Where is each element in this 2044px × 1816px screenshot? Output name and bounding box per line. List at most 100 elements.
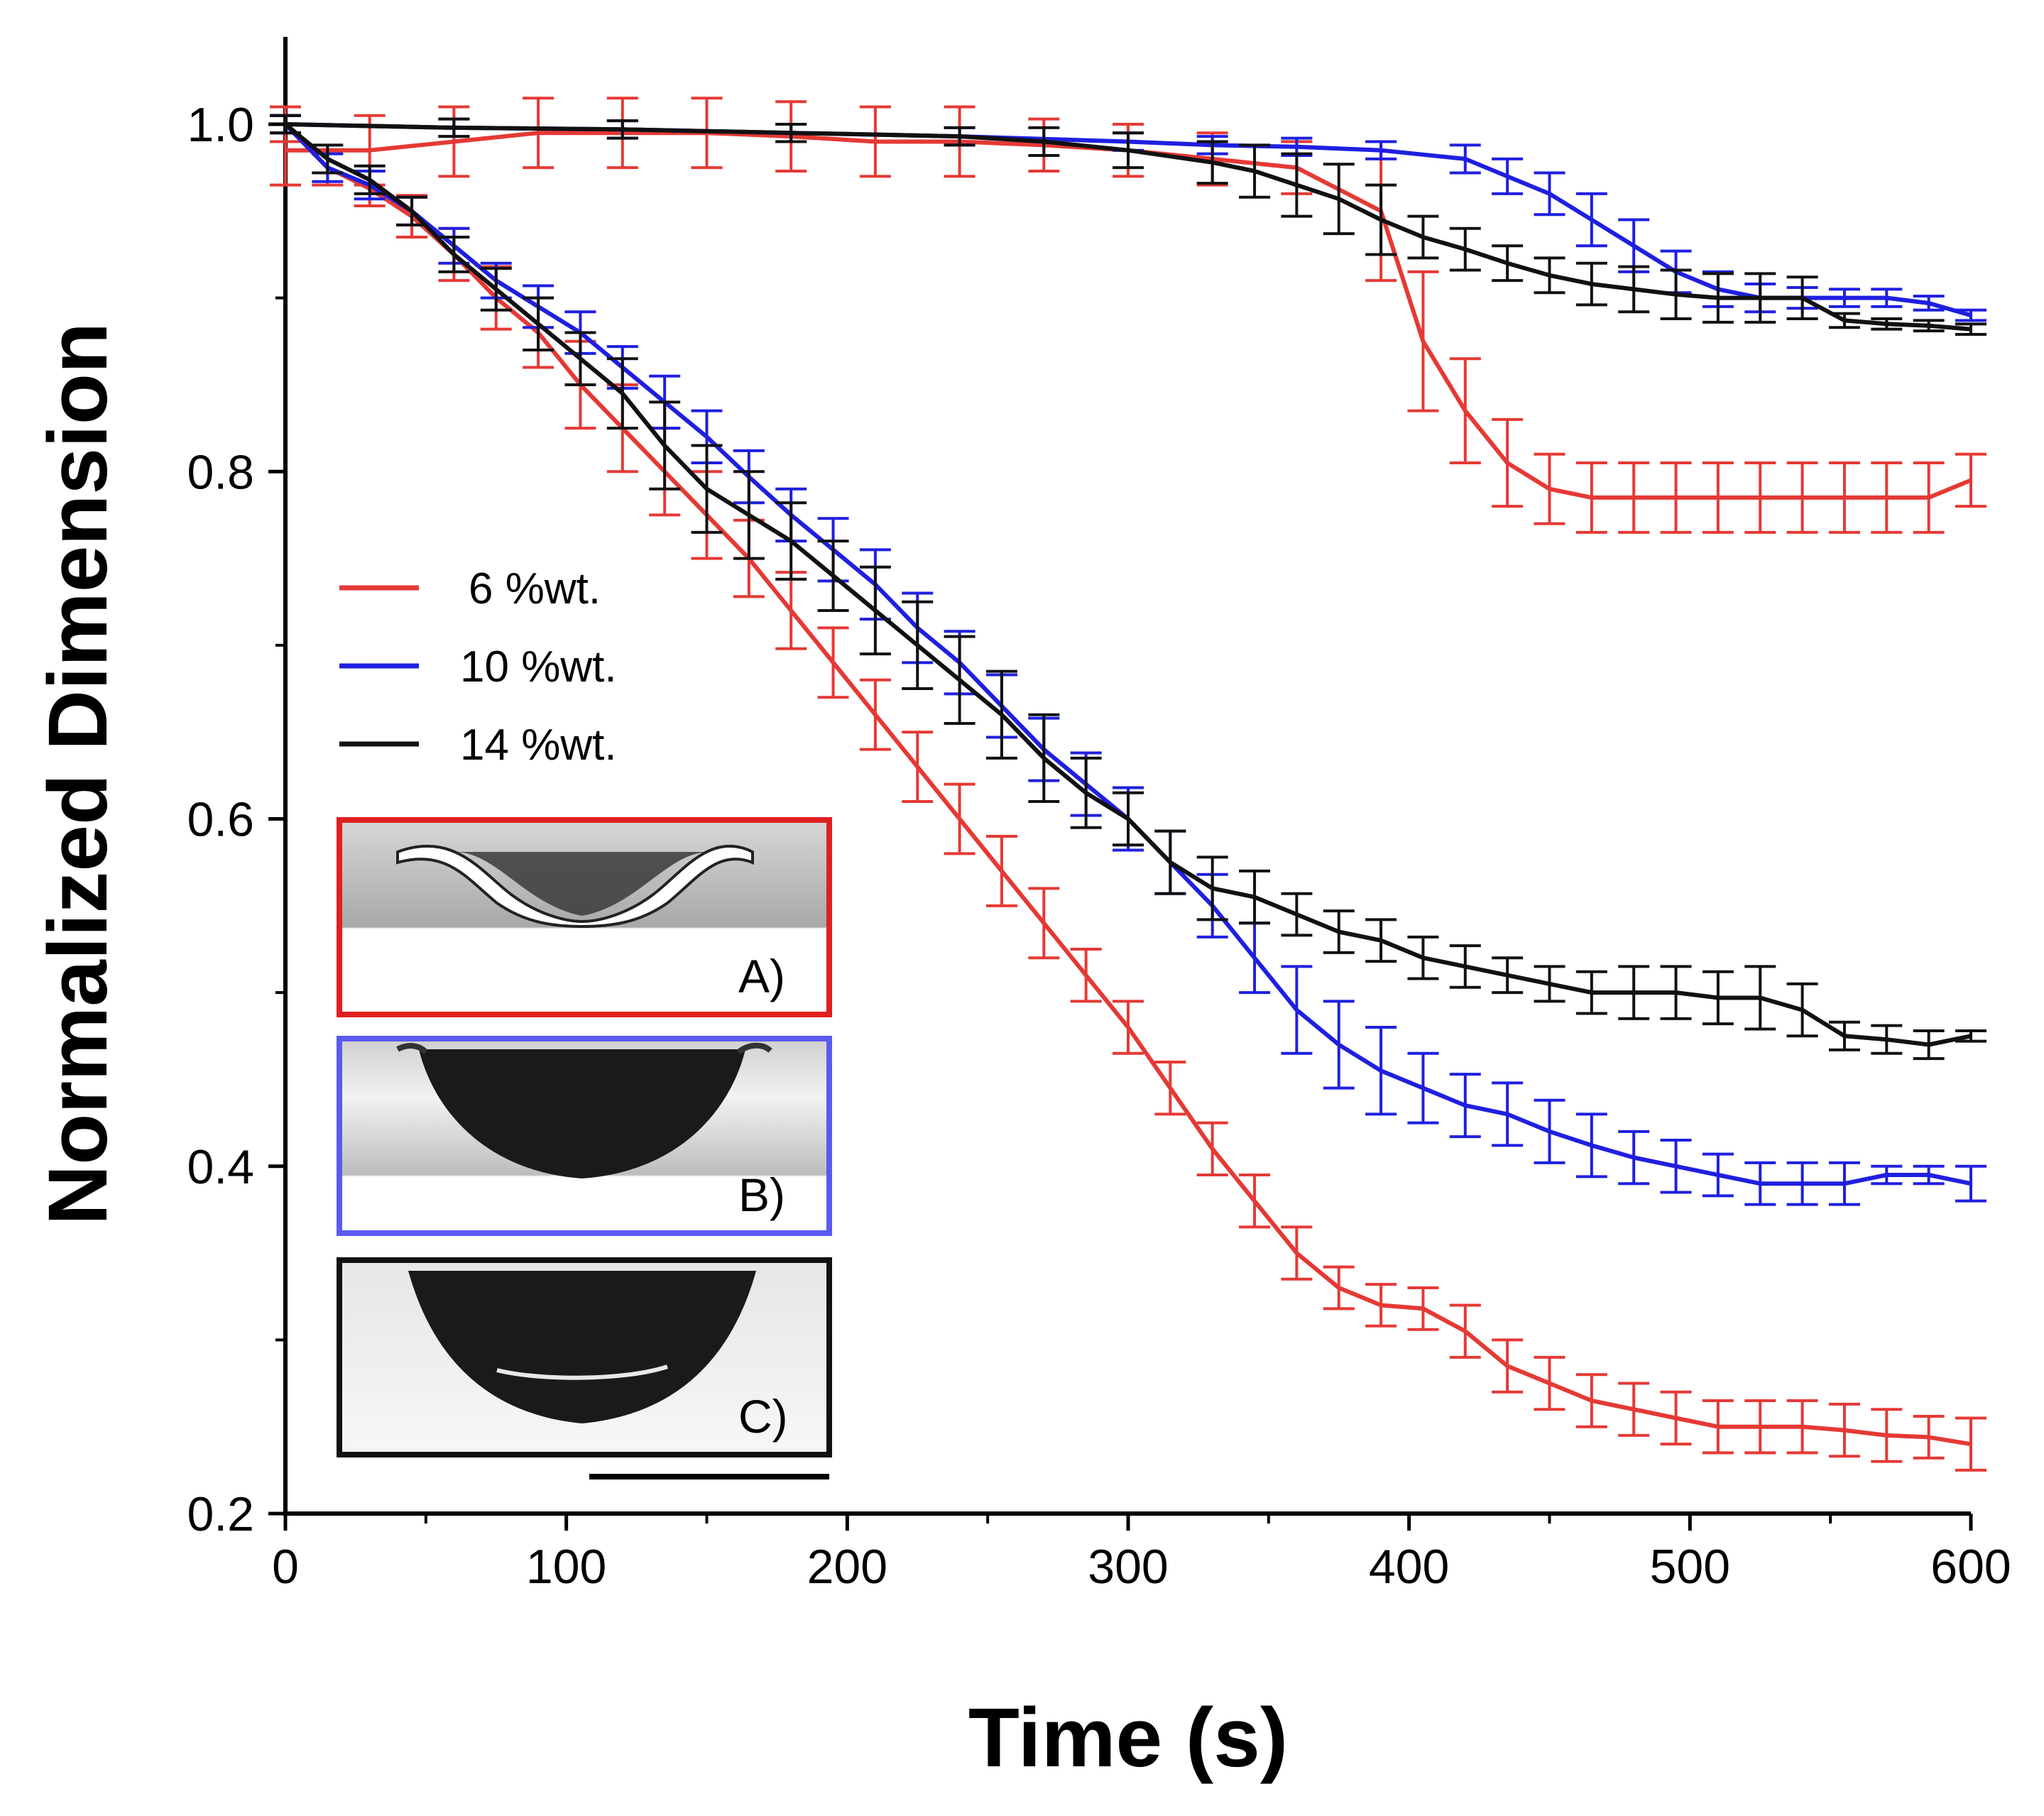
error-bar [1196,1121,1228,1176]
error-bar [1702,1152,1734,1198]
error-bar [1744,1399,1776,1455]
error-bar [1786,1399,1818,1455]
error-bar [1575,461,1607,534]
error-bar [1871,1024,1903,1055]
error-bar [1744,1161,1776,1206]
error-bar [1828,1020,1860,1051]
error-bar [1365,918,1397,963]
x-tick-label-600: 600 [1930,1540,2011,1594]
error-bar [817,626,849,699]
legend-label-14wt: 14 %wt. [460,721,617,770]
inset-c: C) [337,1257,832,1457]
axes: 0 100 200 300 400 500 600 0.2 0.4 0.6 0.8 1.0 [187,37,2011,1594]
error-bar [1323,1265,1355,1311]
legend: 6 %wt. 10 %wt. 14 %wt. [339,564,617,770]
x-axis-title: Time (s) [968,1691,1288,1785]
inset-c-label: C) [738,1390,788,1443]
error-bar [1281,1225,1313,1281]
error-bar [438,117,470,138]
error-bar [438,236,470,273]
error-bar [480,267,512,312]
error-bar [1365,140,1397,160]
y-tick-label-0.2: 0.2 [187,1487,254,1541]
error-bar [1492,244,1524,283]
series-0 [270,97,1986,534]
x-tick-label-400: 400 [1369,1540,1449,1594]
error-bar [1323,163,1355,236]
error-bar [1871,1164,1903,1186]
error-bar [1365,1026,1397,1116]
error-bar [312,143,344,175]
error-bar [1281,892,1313,937]
error-bar [1660,268,1692,320]
error-bar [1449,1073,1481,1139]
error-bar [1407,935,1439,980]
error-bar [1281,965,1313,1055]
y-ticks: 0.2 0.4 0.6 0.8 1.0 [187,98,285,1541]
series-line-2 [285,122,1972,332]
error-bar [1323,909,1355,954]
error-bar [1828,288,1860,308]
error-bar [1492,417,1524,508]
legend-label-6wt: 6 %wt. [469,564,601,613]
error-bar [1113,1000,1144,1055]
error-bar [859,105,891,178]
error-bar [1365,183,1397,256]
error-bar [1702,1399,1734,1455]
error-bar [396,195,428,226]
error-bar [1028,713,1060,804]
error-bar [1913,1164,1945,1186]
error-bar [1534,452,1565,525]
legend-entry-14wt: 14 %wt. [339,721,617,770]
error-bar [1913,1029,1945,1061]
y-tick-label-0.6: 0.6 [187,793,254,847]
error-bar [1871,1408,1903,1463]
error-bar [1407,1286,1439,1331]
error-bar [1575,1373,1607,1428]
error-bar [1955,452,1986,508]
error-bar [1618,1129,1650,1186]
error-bar [1955,1416,1986,1472]
error-bar [1449,226,1481,272]
error-bar [354,164,386,195]
error-bar [691,444,723,534]
error-bar [775,501,807,581]
error-bar [1955,1029,1986,1043]
error-bar [1575,261,1607,307]
error-bar [1913,1415,1945,1460]
error-bar [1660,461,1692,534]
error-bar [1449,143,1481,175]
series-layer [270,97,1986,1472]
error-bar [1407,1051,1439,1125]
error-bar [1871,317,1903,331]
error-bar [1871,461,1903,534]
x-ticks: 0 100 200 300 400 500 600 [272,1514,2011,1594]
series-5 [270,114,1986,1061]
error-bar [1534,1355,1565,1411]
inset-a-label: A) [738,950,785,1002]
error-bar [944,782,975,855]
series-line-0 [285,131,1972,500]
error-bar [1534,965,1565,1003]
error-bar [1955,322,1986,336]
error-bar [1828,1161,1860,1206]
error-bar [1702,461,1734,534]
error-bar [1113,791,1144,847]
error-bar [1618,1382,1650,1437]
error-bar [775,123,807,143]
error-bar [1113,131,1144,170]
error-bar [944,126,975,147]
inset-a-frame [337,817,832,1017]
x-tick-label-100: 100 [526,1540,606,1594]
error-bar [1239,1173,1271,1229]
error-bar [1534,1098,1565,1164]
inset-a: A) [337,817,832,1017]
error-bar [1154,1060,1186,1116]
error-bar [859,565,891,656]
error-bar [1786,1161,1818,1206]
error-bar [1492,956,1524,995]
error-bar [1365,1283,1397,1328]
inset-b: B) [337,1036,832,1236]
error-bar [1786,461,1818,534]
error-bar [523,296,554,352]
